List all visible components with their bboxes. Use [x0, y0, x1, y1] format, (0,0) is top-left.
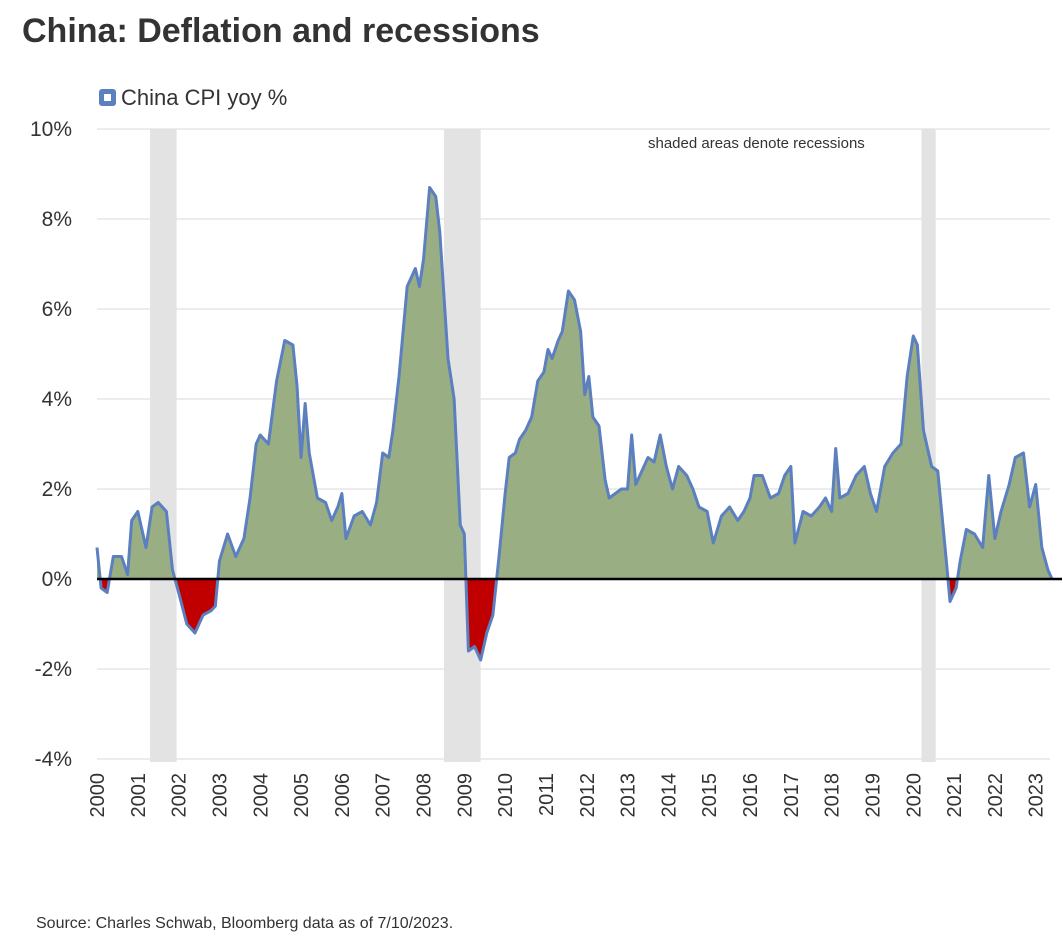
y-tick-label: 8%: [42, 208, 72, 231]
y-tick-label: -2%: [35, 658, 72, 681]
x-tick-label: 2022: [985, 773, 1007, 818]
x-tick-label: 2010: [495, 773, 517, 818]
y-tick-label: -4%: [35, 748, 72, 771]
x-tick-label: 2008: [414, 773, 436, 818]
x-tick-label: 2021: [944, 773, 966, 818]
y-tick-label: 10%: [30, 118, 72, 141]
x-tick-label: 2009: [454, 773, 476, 818]
area-negative: [97, 579, 1053, 660]
legend-swatch-inner: [104, 94, 111, 101]
x-tick-label: 2017: [781, 773, 803, 818]
area-positive: [97, 187, 1053, 579]
x-tick-label: 2011: [536, 773, 558, 816]
x-tick-label: 2002: [169, 773, 191, 818]
y-tick-label: 6%: [42, 298, 72, 321]
recession-band: [150, 129, 177, 762]
x-tick-label: 2018: [822, 773, 844, 818]
x-tick-label: 2001: [128, 773, 150, 818]
y-tick-label: 0%: [42, 568, 72, 591]
line: [95, 186, 1054, 662]
y-tick-label: 2%: [42, 478, 72, 501]
x-tick-label: 2007: [373, 773, 395, 818]
chart-title: China: Deflation and recessions: [22, 12, 540, 50]
x-tick-label: 2020: [903, 773, 925, 818]
source: Source: Charles Schwab, Bloomberg data a…: [36, 915, 453, 932]
x-tick-label: 2005: [291, 773, 313, 818]
x-tick-label: 2023: [1026, 773, 1048, 818]
x-tick-label: 2003: [209, 773, 231, 818]
x-tick-label: 2016: [740, 773, 762, 818]
annotation: shaded areas denote recessions: [648, 135, 865, 152]
x-tick-label: 2000: [87, 773, 109, 818]
x-tick-label: 2015: [699, 773, 721, 818]
x-tick-label: 2004: [250, 773, 272, 818]
x-tick-label: 2013: [618, 773, 640, 818]
recession-band: [921, 129, 936, 762]
x-tick-label: 2014: [658, 773, 680, 818]
x-tick-label: 2012: [577, 773, 599, 818]
x-tick-label: 2019: [862, 773, 884, 818]
y-tick-label: 4%: [42, 388, 72, 411]
legend-label: China CPI yoy %: [121, 85, 287, 110]
x-tick-label: 2006: [332, 773, 354, 818]
